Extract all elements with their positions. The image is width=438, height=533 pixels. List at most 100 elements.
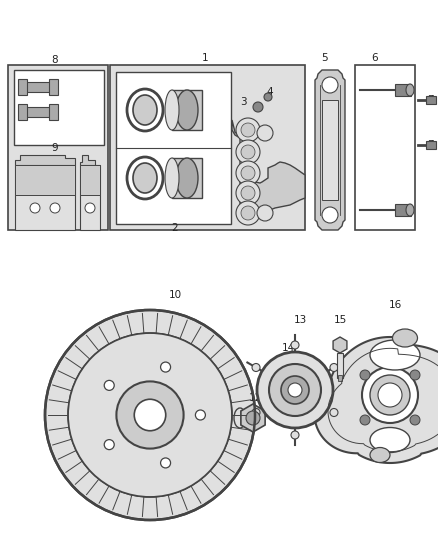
Text: 7: 7 (427, 95, 433, 105)
Circle shape (264, 93, 272, 101)
Circle shape (104, 381, 114, 390)
Circle shape (246, 411, 260, 425)
Circle shape (322, 77, 338, 93)
Text: 10: 10 (169, 290, 182, 300)
Circle shape (241, 186, 255, 200)
Ellipse shape (133, 163, 157, 193)
Polygon shape (314, 337, 438, 463)
Circle shape (236, 118, 260, 142)
Circle shape (68, 333, 232, 497)
Text: 13: 13 (293, 315, 307, 325)
Circle shape (195, 410, 205, 420)
Polygon shape (232, 120, 305, 220)
Bar (49, 79, 58, 95)
Circle shape (45, 310, 255, 520)
Bar (18, 79, 27, 95)
Text: 7: 7 (427, 140, 433, 150)
Bar (426, 141, 436, 149)
Circle shape (68, 333, 232, 497)
Circle shape (362, 367, 418, 423)
Ellipse shape (392, 329, 417, 347)
Bar (110, 65, 305, 230)
Bar (355, 65, 415, 230)
Polygon shape (80, 165, 100, 230)
Ellipse shape (370, 340, 420, 370)
Circle shape (134, 399, 166, 431)
Ellipse shape (234, 408, 246, 428)
Circle shape (291, 431, 299, 439)
Circle shape (236, 161, 260, 185)
Circle shape (410, 415, 420, 425)
Polygon shape (333, 337, 347, 353)
Circle shape (322, 207, 338, 223)
Ellipse shape (406, 84, 414, 96)
Polygon shape (80, 155, 95, 165)
Circle shape (257, 352, 333, 428)
Circle shape (241, 206, 255, 220)
Circle shape (50, 203, 60, 213)
Bar (49, 104, 58, 120)
Text: 16: 16 (389, 300, 402, 310)
Circle shape (257, 205, 273, 221)
Bar (426, 96, 436, 104)
Circle shape (360, 415, 370, 425)
Circle shape (161, 362, 170, 372)
Circle shape (257, 125, 273, 141)
Circle shape (288, 383, 302, 397)
Circle shape (291, 341, 299, 349)
Circle shape (252, 364, 260, 372)
Ellipse shape (153, 318, 191, 512)
Circle shape (117, 382, 184, 449)
Ellipse shape (406, 204, 414, 216)
Bar (14, 70, 104, 145)
Text: 9: 9 (52, 143, 58, 153)
Text: 2: 2 (172, 223, 178, 233)
Bar (322, 100, 338, 200)
Bar (18, 104, 27, 120)
Circle shape (241, 123, 255, 137)
Bar (395, 84, 411, 96)
Circle shape (281, 376, 309, 404)
Ellipse shape (133, 95, 157, 125)
Ellipse shape (370, 427, 410, 453)
Circle shape (370, 375, 410, 415)
Circle shape (253, 102, 263, 112)
Text: 11: 11 (53, 385, 67, 395)
Polygon shape (15, 165, 75, 230)
Bar (22, 82, 52, 92)
Bar (338, 375, 342, 381)
Circle shape (236, 140, 260, 164)
Circle shape (104, 440, 114, 450)
Text: 6: 6 (372, 53, 378, 63)
Bar (337, 353, 343, 378)
Ellipse shape (176, 90, 198, 130)
Circle shape (269, 364, 321, 416)
Circle shape (85, 203, 95, 213)
Ellipse shape (165, 90, 179, 130)
Circle shape (330, 364, 338, 372)
Bar (8, 65, 108, 230)
Text: 8: 8 (52, 55, 58, 65)
Bar (395, 204, 411, 216)
Text: 12: 12 (248, 393, 261, 403)
Circle shape (330, 408, 338, 416)
Polygon shape (15, 165, 75, 195)
Text: 5: 5 (321, 53, 328, 63)
Circle shape (410, 370, 420, 380)
Text: 14: 14 (281, 343, 295, 353)
Text: 15: 15 (333, 315, 346, 325)
Bar (22, 107, 52, 117)
Circle shape (161, 458, 170, 468)
Ellipse shape (165, 158, 179, 198)
Circle shape (241, 166, 255, 180)
Circle shape (378, 383, 402, 407)
Ellipse shape (127, 89, 163, 131)
Circle shape (30, 203, 40, 213)
Polygon shape (80, 165, 100, 195)
Circle shape (236, 181, 260, 205)
Circle shape (241, 145, 255, 159)
Ellipse shape (127, 157, 163, 199)
Polygon shape (241, 404, 265, 432)
Text: 4: 4 (267, 87, 273, 97)
Circle shape (236, 201, 260, 225)
